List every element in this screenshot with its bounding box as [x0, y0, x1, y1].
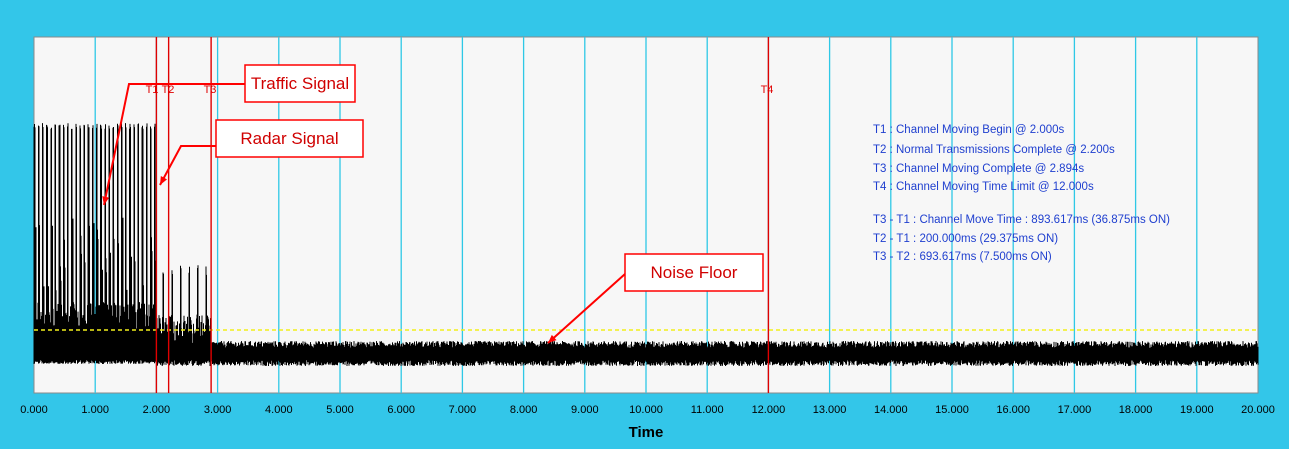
annotation-arrow: [103, 83, 245, 206]
annotation-box: [215, 119, 364, 158]
marker-label-t3: T3: [204, 84, 217, 96]
annotation-radar-signal: Radar Signal: [159, 119, 364, 186]
x-tick-label: 12.000: [752, 404, 786, 416]
annotations: Traffic Signal Radar Signal Noise Floor: [102, 64, 764, 344]
x-tick-label: 14.000: [874, 404, 908, 416]
x-tick-label: 10.000: [629, 404, 663, 416]
x-tick-labels: 0.000 1.000 2.000 3.000 4.000 5.000 6.000 7.000…: [20, 404, 1275, 416]
info-line: T3 : Channel Moving Complete @ 2.894s: [873, 163, 1084, 175]
x-tick-label: 15.000: [935, 404, 969, 416]
x-axis-label: Time: [629, 424, 664, 441]
x-tick-label: 11.000: [691, 404, 724, 416]
x-tick-label: 2.000: [143, 404, 171, 416]
x-tick-label: 8.000: [510, 404, 538, 416]
arrow-head: [102, 196, 110, 205]
x-tick-label: 6.000: [387, 404, 415, 416]
info-line: T3 - T2 : 693.617ms (7.500ms ON): [873, 251, 1052, 263]
annotation-box: [244, 64, 356, 103]
arrow-head: [160, 176, 168, 185]
marker-label-t2: T2: [162, 84, 175, 96]
annotation-label: Traffic Signal: [251, 74, 349, 93]
x-tick-label: 4.000: [265, 404, 293, 416]
info-line: T2 : Normal Transmissions Complete @ 2.2…: [873, 144, 1115, 156]
annotation-label: Noise Floor: [651, 263, 738, 282]
marker-lines: T1 T2 T3 T4: [146, 37, 774, 393]
x-tick-label: 17.000: [1058, 404, 1092, 416]
marker-label-t1: T1: [146, 84, 159, 96]
info-line: T1 : Channel Moving Begin @ 2.000s: [873, 124, 1065, 136]
annotation-label: Radar Signal: [240, 129, 338, 148]
info-line: T2 - T1 : 200.000ms (29.375ms ON): [873, 233, 1058, 245]
signal-trace: [33, 123, 1259, 366]
x-tick-label: 9.000: [571, 404, 599, 416]
x-tick-label: 19.000: [1180, 404, 1214, 416]
x-tick-label: 3.000: [204, 404, 232, 416]
marker-label-t4: T4: [761, 84, 774, 96]
annotation-box: [624, 253, 764, 292]
annotation-traffic-signal: Traffic Signal: [102, 64, 356, 206]
x-tick-label: 7.000: [449, 404, 477, 416]
x-tick-label: 20.000: [1241, 404, 1275, 416]
x-tick-label: 13.000: [813, 404, 847, 416]
annotation-arrow: [159, 145, 216, 186]
info-panel: T1 : Channel Moving Begin @ 2.000s T2 : N…: [873, 124, 1170, 263]
x-tick-label: 5.000: [326, 404, 354, 416]
info-line: T4 : Channel Moving Time Limit @ 12.000s: [873, 181, 1094, 193]
info-line: T3 - T1 : Channel Move Time : 893.617ms …: [873, 214, 1170, 226]
arrow-head: [548, 334, 557, 343]
x-tick-label: 0.000: [20, 404, 48, 416]
annotation-noise-floor: Noise Floor: [547, 253, 764, 344]
x-tick-label: 1.000: [81, 404, 109, 416]
x-tick-label: 16.000: [996, 404, 1030, 416]
x-tick-label: 18.000: [1119, 404, 1153, 416]
annotation-arrow: [547, 273, 626, 344]
